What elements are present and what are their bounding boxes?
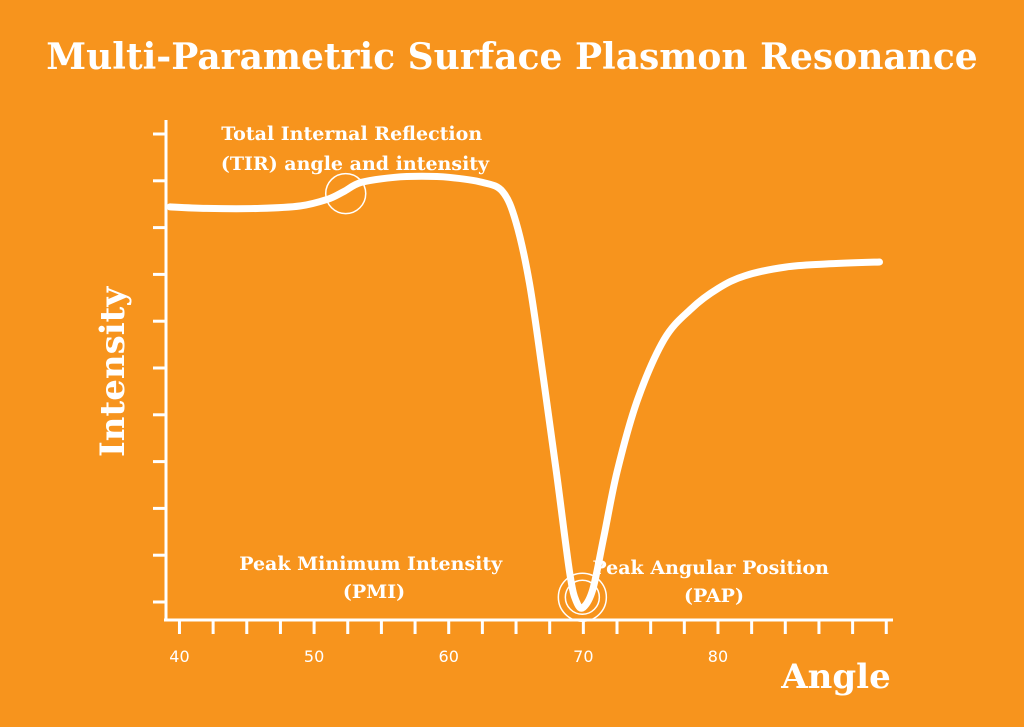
x-axis-ticks (177, 620, 888, 634)
pap-marker-inner-circle (564, 579, 601, 615)
x-tick-label: 60 (439, 647, 459, 666)
pmi-annotation: Peak Minimum Intensity (PMI) (239, 553, 509, 603)
x-tick-labels: 40 50 60 70 80 (169, 647, 728, 666)
tir-annotation: Total Internal Reflection (TIR) angle an… (221, 123, 490, 175)
tir-marker-circle (324, 172, 367, 215)
y-axis-ticks (153, 132, 166, 604)
x-tick-label: 40 (169, 647, 189, 666)
x-tick-label: 70 (573, 647, 593, 666)
tir-annotation-line-1: Total Internal Reflection (221, 123, 482, 145)
pap-annotation: Peak Angular Position (PAP) (592, 557, 835, 607)
pmi-annotation-line-2: (PMI) (343, 581, 405, 603)
spr-curve-line (166, 172, 883, 612)
chart-title: Multi-Parametric Surface Plasmon Resonan… (46, 36, 977, 78)
pmi-marker-outer-circle (557, 572, 608, 622)
tir-annotation-line-2: (TIR) angle and intensity (221, 153, 490, 175)
annotation-markers (324, 172, 608, 622)
x-tick-label: 80 (708, 647, 728, 666)
pmi-annotation-line-1: Peak Minimum Intensity (239, 553, 503, 575)
pap-annotation-line-1: Peak Angular Position (592, 557, 829, 579)
y-axis-label: Intensity (93, 286, 133, 457)
x-axis-label: Angle (780, 657, 890, 697)
x-tick-label: 50 (304, 647, 324, 666)
pap-annotation-line-2: (PAP) (684, 585, 744, 607)
axes: 40 50 60 70 80 (153, 120, 893, 666)
